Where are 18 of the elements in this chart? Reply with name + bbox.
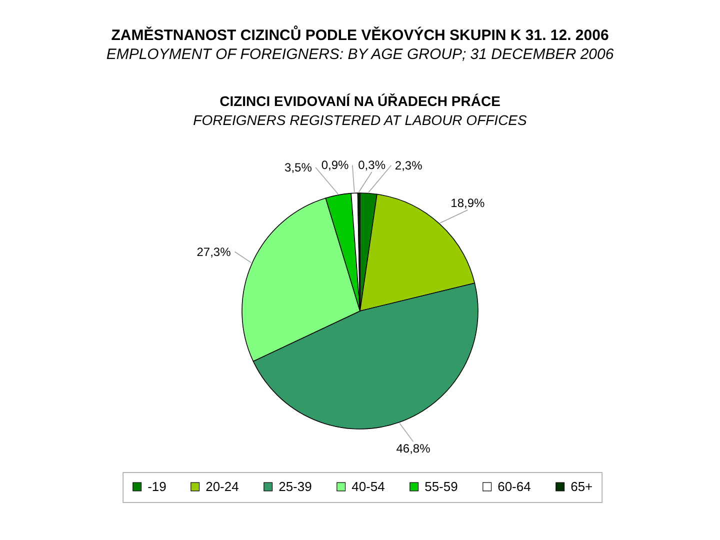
data-label: 3,5% [284, 160, 312, 174]
data-label: 0,3% [358, 158, 386, 172]
chart-title: ZAMĚSTNANOST CIZINCŮ PODLE VĚKOVÝCH SKUPIN K 31. 12. 2006 [111, 25, 609, 44]
chart-subtitle: EMPLOYMENT OF FOREIGNERS: BY AGE GROUP; 31 DECEMBER 2006 [106, 46, 614, 63]
data-label: 0,9% [321, 158, 350, 172]
legend-label: 60-64 [498, 478, 531, 494]
text: CIZINCI EVIDOVANÍ NA ÚŘADECH PRÁCE [220, 93, 500, 109]
legend-label: 55-59 [424, 478, 458, 494]
legend-label: 20-24 [206, 478, 239, 494]
legend-label: 65+ [570, 478, 593, 494]
legend-label: -19 [148, 478, 166, 494]
legend-label: 40-54 [352, 478, 385, 494]
data-label: 18,9% [450, 196, 486, 210]
data-label: 27,3% [196, 244, 232, 259]
legend-label: 25-39 [278, 478, 312, 494]
text: FOREIGNERS REGISTERED AT LABOUR OFFICES [193, 112, 528, 128]
data-label: 2,3% [394, 158, 423, 172]
data-label: 46,8% [396, 442, 431, 456]
